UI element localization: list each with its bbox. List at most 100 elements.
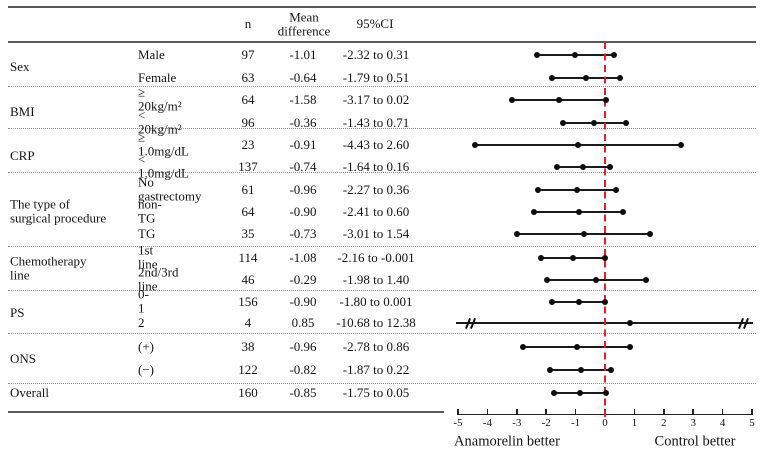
ci-low-dot [547,367,554,373]
subgroup-label: Female [138,69,177,85]
cell-ci: -1.87 to 0.22 [342,361,410,377]
point-estimate-dot [573,187,580,193]
subgroup-label: No gastrectomy [138,174,202,204]
cell-ci: -2.78 to 0.86 [342,338,410,354]
group-separator [8,290,756,291]
ci-high-dot [678,142,685,148]
subgroup-label: 0-1 [138,286,149,316]
ci-high-dot [606,164,613,170]
ci-low-dot [550,390,557,396]
point-estimate-dot [555,97,562,103]
cell-mean: -0.90 [289,293,317,309]
subgroup-label: ≥ 1.0mg/dL [138,129,189,159]
group-label: Overall [10,384,49,400]
point-estimate-dot [593,277,600,283]
point-estimate-dot [575,209,582,215]
ci-high-dot [602,299,609,305]
top-rule [8,6,756,9]
group-separator [8,172,756,173]
group-label: CRP [10,147,35,163]
cell-n: 64 [241,91,255,107]
x-axis-tick [516,409,518,414]
point-estimate-dot [580,231,587,237]
ci-low-dot [538,255,545,261]
subgroup-label: < 20kg/m² [138,107,182,137]
ci-high-dot [602,97,609,103]
x-axis-tick [633,409,636,414]
header-bottom-rule [8,40,756,43]
x-axis-tick-label: 5 [749,417,755,429]
x-axis-tick [721,409,724,414]
cell-mean: -0.96 [289,338,317,354]
x-axis-tick [663,409,665,414]
x-axis-tick-label: -4 [482,417,492,429]
group-label: Chemotherapy line [10,253,87,283]
ci-low-dot [508,97,515,103]
ci-high-dot [619,209,626,215]
ci-low-dot [535,187,542,193]
point-estimate-dot [626,320,633,326]
table-bottom-rule [8,411,444,413]
col-header-ci: 95%CI [356,16,394,32]
ci-low-dot [559,120,566,126]
subgroup-label: ≥ 20kg/m² [138,84,182,114]
cell-mean: -1.58 [289,91,317,107]
cell-mean: -1.01 [289,46,317,62]
x-axis-tick [486,409,489,414]
cell-ci: -1.64 to 0.16 [342,158,410,174]
cell-n: 61 [241,181,255,197]
cell-mean: -0.36 [289,114,317,130]
x-axis-tick-label: 0 [602,417,608,429]
cell-ci: -4.43 to 2.60 [342,136,410,152]
point-estimate-dot [580,164,587,170]
x-axis-tick [692,409,694,414]
cell-n: 156 [238,293,258,309]
point-estimate-dot [591,120,598,126]
cell-n: 160 [238,384,258,400]
subgroup-label: TG [138,225,156,241]
cell-n: 38 [241,338,255,354]
reference-line-zero [603,42,607,419]
ci-low-dot [549,299,556,305]
cell-n: 97 [241,46,255,62]
cell-mean: -0.82 [289,361,317,377]
cell-ci: -1.75 to 0.05 [342,384,410,400]
cell-ci: -1.79 to 0.51 [342,69,410,85]
ci-high-dot [643,277,650,283]
x-axis-tick-label: -5 [453,417,463,429]
cell-mean: -0.90 [289,203,317,219]
group-label: BMI [10,103,35,119]
group-separator [8,383,756,384]
ci-high-dot [603,390,610,396]
ci-high-dot [608,367,615,373]
subgroup-label: < 1.0mg/dL [138,151,189,181]
x-axis-tick-label: 2 [661,417,667,429]
x-axis-tick-label: 1 [631,417,638,429]
cell-ci: -3.01 to 1.54 [342,225,410,241]
cell-mean: -0.73 [289,225,317,241]
cell-n: 35 [241,225,255,241]
subgroup-label: (+) [138,338,154,354]
cell-mean: -0.29 [289,271,317,287]
cell-mean: -0.96 [289,181,317,197]
x-axis-tick [574,409,577,414]
ci-low-dot [553,164,560,170]
ci-low-dot [520,344,527,350]
group-separator [8,246,756,247]
cell-n: 122 [238,361,258,377]
cell-mean: -0.64 [289,69,317,85]
ci-high-dot [612,187,619,193]
cell-n: 4 [244,314,252,330]
cell-n: 137 [238,158,258,174]
group-separator [8,128,756,129]
cell-ci: -1.98 to 1.40 [342,271,410,287]
cell-ci: -10.68 to 12.38 [336,314,416,330]
cell-n: 63 [241,69,255,85]
subgroup-label: Male [138,46,165,62]
cell-n: 114 [238,249,258,265]
group-label: The type of surgical procedure [10,196,107,226]
cell-n: 64 [241,203,255,219]
point-estimate-dot [575,299,582,305]
cell-n: 23 [241,136,255,152]
cell-ci: -1.43 to 0.71 [342,114,410,130]
